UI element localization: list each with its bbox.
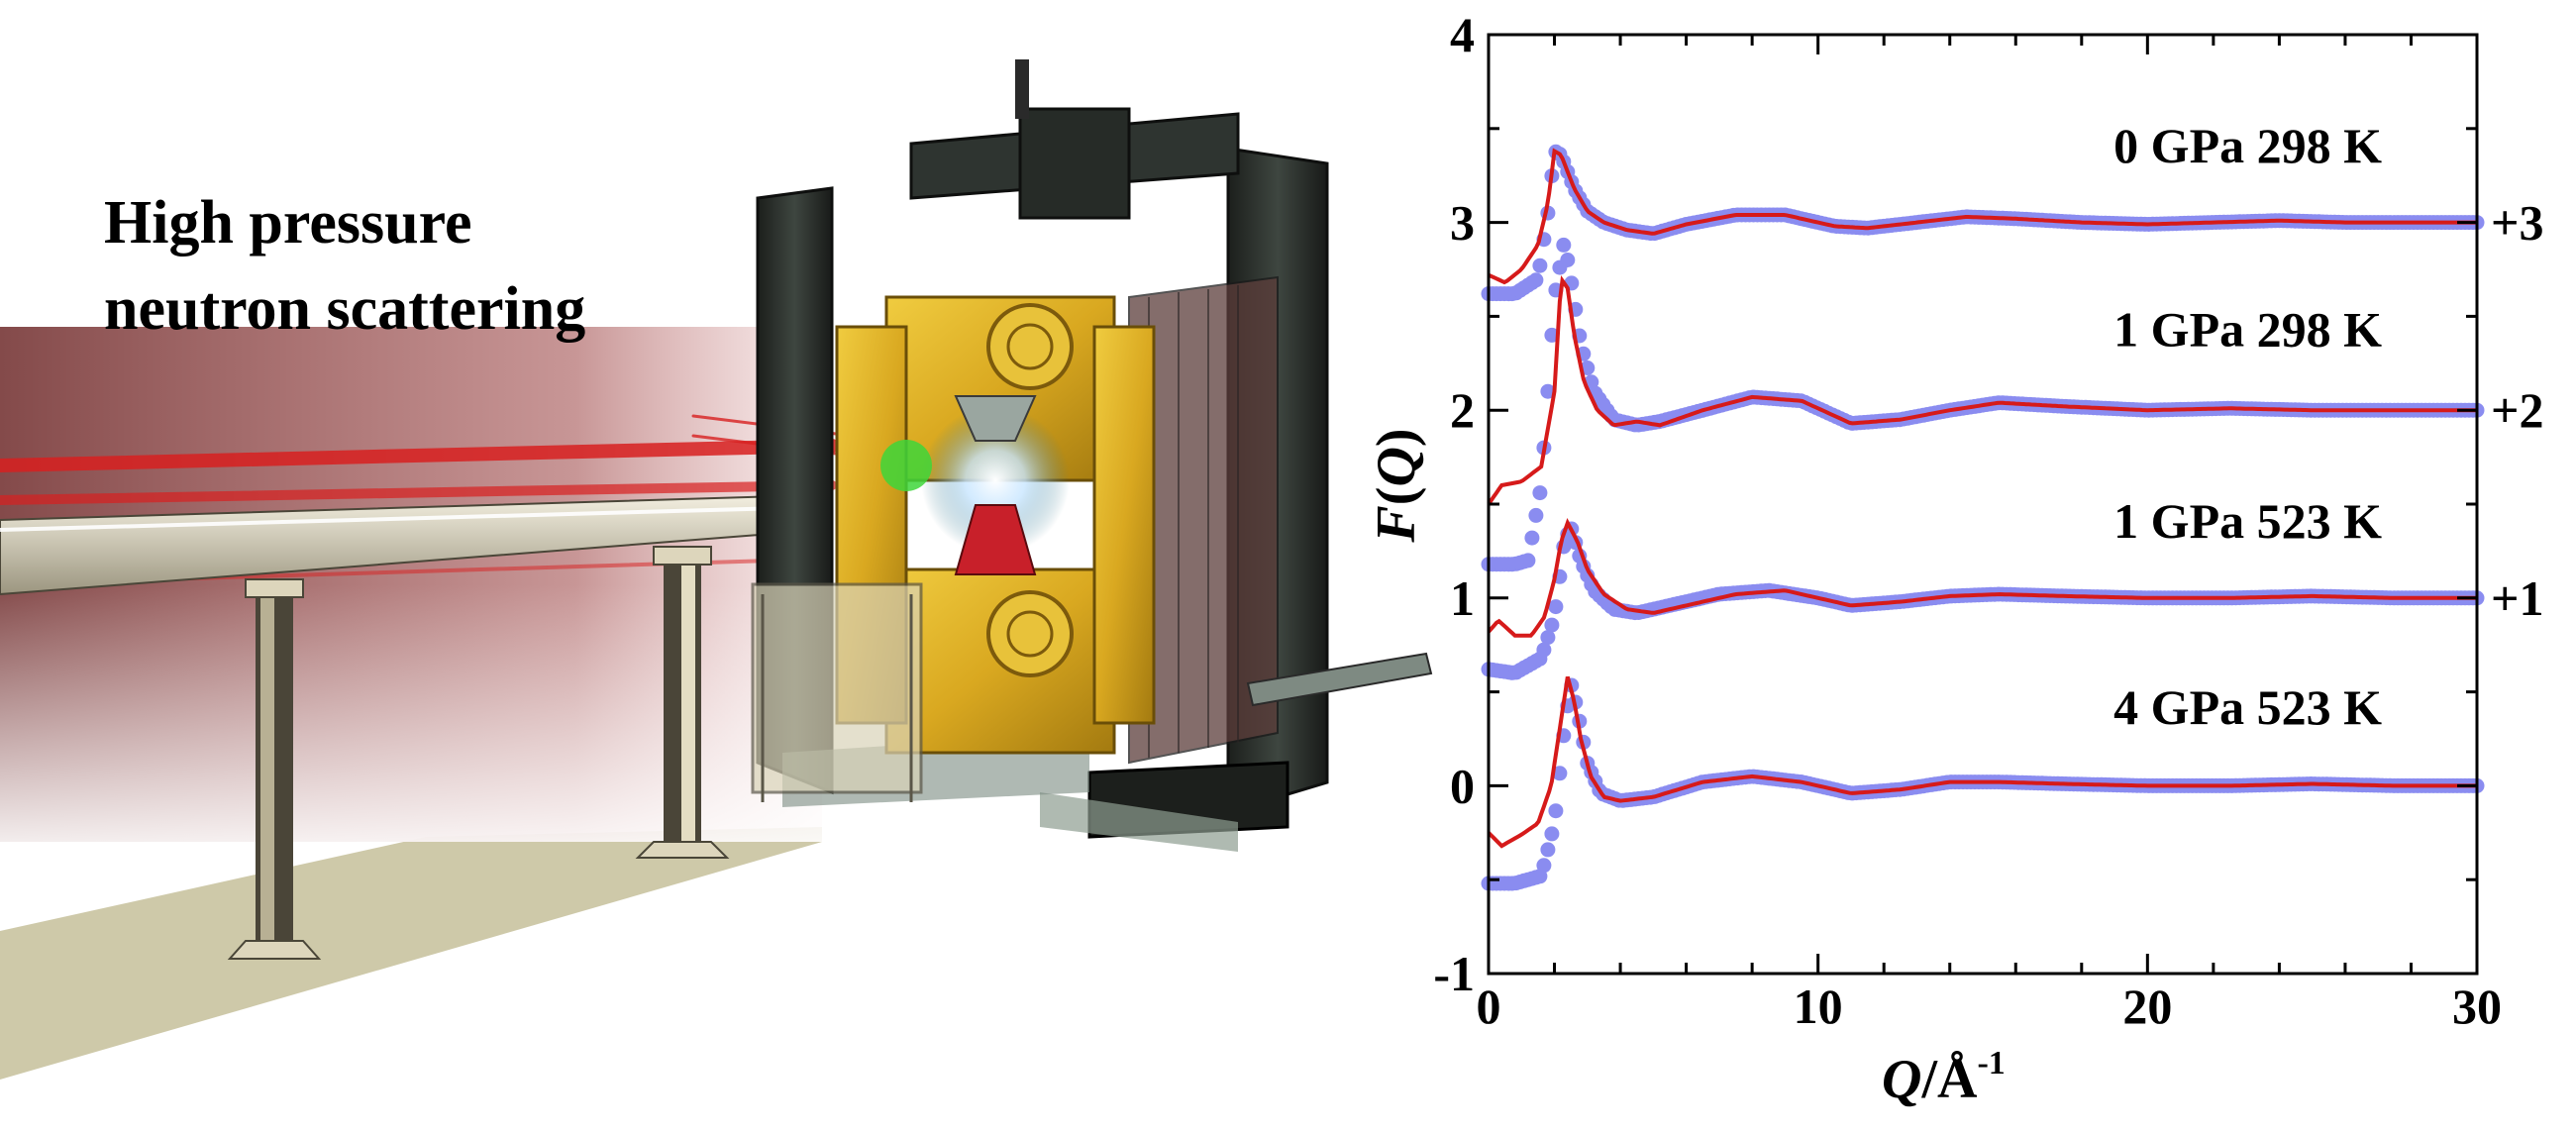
- series-label-2: 1 GPa 523 K: [2113, 493, 2382, 549]
- y-tick-label: 3: [1450, 195, 1475, 251]
- data-point: [1548, 599, 1564, 615]
- x-axis-label-exp: -1: [1977, 1045, 2005, 1082]
- rail-track: [1246, 652, 1433, 707]
- data-point: [1544, 617, 1560, 633]
- floor-plane: [0, 827, 822, 1080]
- green-collimator: [880, 440, 932, 491]
- data-point: [1536, 642, 1552, 658]
- y-axis-label-func: F: [1366, 505, 1427, 543]
- data-point: [1524, 530, 1540, 546]
- series-label-1: 1 GPa 298 K: [2113, 302, 2382, 358]
- data-point: [1540, 630, 1556, 646]
- offset-label-2: +1: [2491, 570, 2544, 626]
- data-point: [1520, 553, 1536, 568]
- x-tick-label: 30: [2452, 979, 2502, 1034]
- illustration-title-line2: neutron scattering: [104, 275, 585, 343]
- x-tick-label: 20: [2122, 979, 2172, 1034]
- illustration-title-line1: High pressure: [104, 189, 472, 257]
- data-point: [1532, 485, 1548, 501]
- instrument-illustration: High pressure neutron scattering: [0, 59, 1433, 1080]
- upper-anvil: [954, 395, 1037, 442]
- data-point: [1552, 766, 1568, 781]
- data-point: [1532, 258, 1548, 273]
- x-tick-label: 0: [1477, 979, 1501, 1034]
- series-label-0: 0 GPa 298 K: [2113, 118, 2382, 173]
- y-tick-label: 2: [1450, 382, 1475, 438]
- fit-curve-2: [1487, 518, 2477, 638]
- data-point: [1556, 237, 1572, 253]
- data-point: [1528, 272, 1544, 288]
- y-tick-label: 1: [1450, 570, 1475, 626]
- data-point: [1544, 826, 1560, 842]
- fit-curve-1: [1487, 275, 2477, 506]
- offset-label-0: +3: [2491, 195, 2544, 251]
- fit-curve-0: [1488, 148, 2477, 285]
- data-point: [1540, 842, 1556, 858]
- data-point: [1540, 383, 1556, 399]
- y-tick-label: -1: [1433, 946, 1475, 1001]
- x-axis-label: Q/Å-1: [1882, 1045, 2006, 1110]
- y-axis-label-open: (: [1366, 487, 1427, 506]
- base-table: [751, 582, 923, 802]
- series-labels: 0 GPa 298 K +3 1 GPa 298 K +2 1 GPa 523 K +1 4…: [2113, 118, 2543, 735]
- series-label-3: 4 GPa 523 K: [2113, 679, 2382, 735]
- sample-flash: [921, 406, 1070, 555]
- x-tick-label: 10: [1794, 979, 1843, 1034]
- lower-anvil: [954, 504, 1037, 575]
- y-axis-label-var: Q: [1366, 447, 1427, 486]
- x-axis-label-var: Q: [1882, 1049, 1921, 1110]
- x-axis-label-unit: /Å: [1920, 1049, 1978, 1110]
- data-point: [1560, 253, 1576, 267]
- rail-support-right: [635, 546, 730, 859]
- data-point: [1548, 803, 1564, 819]
- fit-curves: [1487, 148, 2477, 849]
- data-point: [1536, 858, 1552, 874]
- data-point: [1528, 507, 1544, 523]
- y-tick-label: 0: [1450, 758, 1475, 813]
- offset-label-1: +2: [2491, 382, 2544, 438]
- rail-support-left: [227, 578, 322, 960]
- y-tick-label: 4: [1450, 7, 1475, 62]
- fit-curve-3: [1487, 675, 2477, 849]
- y-axis-label-close: ): [1366, 428, 1427, 447]
- y-axis-label: F(Q): [1366, 428, 1427, 543]
